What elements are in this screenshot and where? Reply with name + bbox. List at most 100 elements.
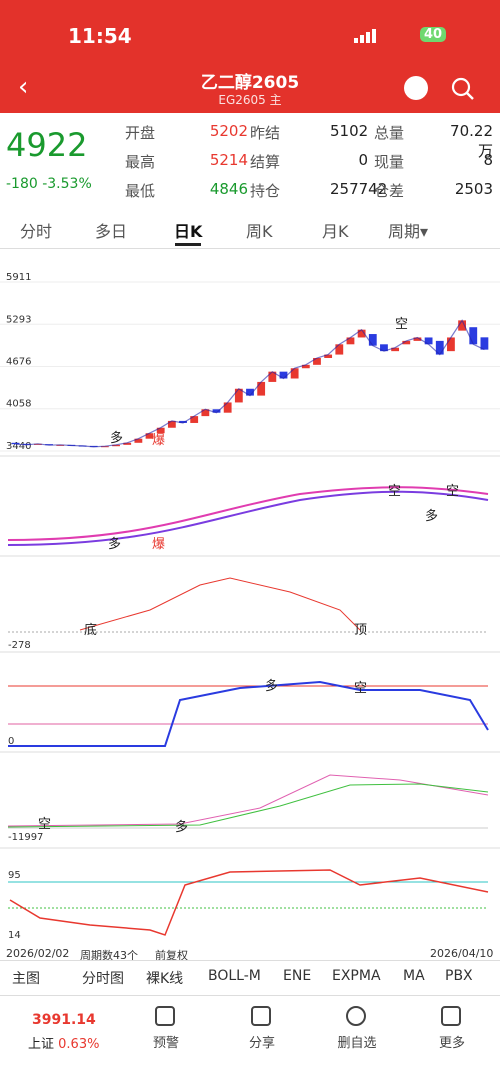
candle: [480, 337, 489, 350]
candle: [268, 371, 277, 382]
quote-value: 5214: [209, 151, 248, 169]
quote-value: 8: [483, 151, 493, 169]
quote-label: 最高: [125, 153, 156, 171]
assistant-icon[interactable]: [404, 76, 428, 100]
nav-icon[interactable]: [441, 1006, 461, 1026]
period-tab[interactable]: 月K: [322, 222, 349, 241]
indicator-tab[interactable]: BOLL-M: [208, 968, 261, 984]
indicator-tab[interactable]: MA: [403, 968, 425, 984]
signal-label: 空: [354, 681, 367, 696]
nav-label[interactable]: 删自选: [337, 1036, 377, 1051]
signal-label: 空: [446, 484, 459, 499]
quote-value: 5202: [209, 122, 248, 140]
y-tick-label: 5911: [6, 272, 31, 283]
divider: [0, 995, 500, 996]
app-header: 11:54 40 ‹ 乙二醇2605 EG2605 主: [0, 0, 500, 113]
battery: 40: [420, 27, 447, 42]
start-date: 2026/02/02: [6, 947, 70, 960]
indicator-tab[interactable]: PBX: [445, 968, 473, 984]
quote-value: 0: [358, 151, 368, 169]
signal-label: 顶: [354, 623, 367, 638]
candle: [123, 442, 132, 445]
quote-label: 结算: [250, 153, 281, 171]
candle: [290, 368, 299, 379]
candle: [134, 438, 143, 443]
candle: [413, 337, 422, 341]
indicator-tab[interactable]: 分时图: [82, 971, 124, 987]
dropdown-arrow: ▾: [420, 222, 429, 241]
quote-label: 持仓: [250, 182, 281, 200]
y-tick-label: 5293: [6, 314, 31, 325]
candle: [447, 337, 455, 352]
candle: [179, 420, 187, 423]
quote-label: 仓差: [374, 182, 405, 200]
signal-label: 多: [425, 508, 438, 524]
y-tick-label: 4058: [6, 399, 31, 410]
candle: [424, 337, 433, 345]
index-value: 3991.14: [32, 1012, 96, 1028]
candle: [11, 442, 20, 445]
panel-axis-label: 0: [8, 736, 14, 747]
quote-label: 昨结: [250, 124, 281, 142]
indicator-tab[interactable]: EXPMA: [332, 968, 381, 984]
candle: [380, 344, 388, 352]
signal-label: 多: [108, 536, 121, 552]
period-tab[interactable]: 分时: [20, 222, 53, 241]
quote-label: 最低: [125, 182, 156, 200]
candle: [234, 388, 243, 403]
panel-axis-label: 14: [8, 930, 21, 941]
adjust-mode: 前复权: [155, 949, 188, 962]
candle: [212, 409, 221, 413]
search-button[interactable]: [450, 76, 476, 106]
price-change: -180 -3.53%: [6, 176, 92, 192]
period-tab[interactable]: 日K: [174, 222, 203, 241]
subtitle: EG2605 主: [218, 93, 282, 107]
divider: [0, 960, 500, 961]
divider: [0, 248, 500, 249]
quote-value: 5102: [330, 122, 369, 140]
nav-label[interactable]: 预警: [152, 1036, 179, 1051]
nav-icon[interactable]: [251, 1006, 271, 1026]
close-line: [15, 319, 485, 448]
signal-label: 空: [38, 817, 51, 832]
candle: [201, 409, 210, 417]
period-tab[interactable]: 周K: [246, 222, 273, 241]
signal-label: 多: [265, 678, 278, 694]
candle: [223, 402, 232, 413]
indicator-tab[interactable]: 主图: [12, 971, 40, 987]
signal-label: 底: [84, 622, 97, 638]
candle: [167, 420, 176, 428]
candle: [313, 357, 321, 365]
quote-label: 现量: [374, 153, 405, 171]
end-date: 2026/04/10: [430, 947, 494, 960]
signal-label: 爆: [152, 433, 165, 448]
index-change: 0.63%: [58, 1037, 100, 1052]
nav-label[interactable]: 分享: [248, 1036, 275, 1051]
nav-icon[interactable]: [346, 1006, 366, 1026]
indicator-tab[interactable]: ENE: [283, 968, 312, 984]
indicator-tab[interactable]: 裸K线: [146, 971, 184, 987]
candle: [324, 354, 333, 358]
candle: [335, 344, 344, 355]
period-tab[interactable]: 多日: [95, 222, 128, 241]
candle: [257, 381, 266, 396]
candle: [190, 416, 199, 423]
candle: [357, 329, 366, 338]
panel-axis-label: 95: [8, 870, 21, 881]
candle: [346, 337, 355, 345]
back-button[interactable]: ‹: [18, 72, 29, 102]
candle: [402, 340, 411, 345]
candle: [112, 444, 120, 447]
nav-label[interactable]: 更多: [438, 1036, 465, 1051]
quote-value: 257742: [330, 180, 388, 198]
candle: [469, 327, 478, 345]
signal-label: 多: [110, 430, 123, 446]
last-price: 4922: [6, 126, 88, 164]
period-tab[interactable]: 周期▾: [388, 222, 429, 241]
nav-icon[interactable]: [155, 1006, 175, 1026]
panel-axis-label: -278: [8, 640, 31, 651]
panel-axis-label: -11997: [8, 832, 43, 843]
candle: [435, 340, 444, 355]
